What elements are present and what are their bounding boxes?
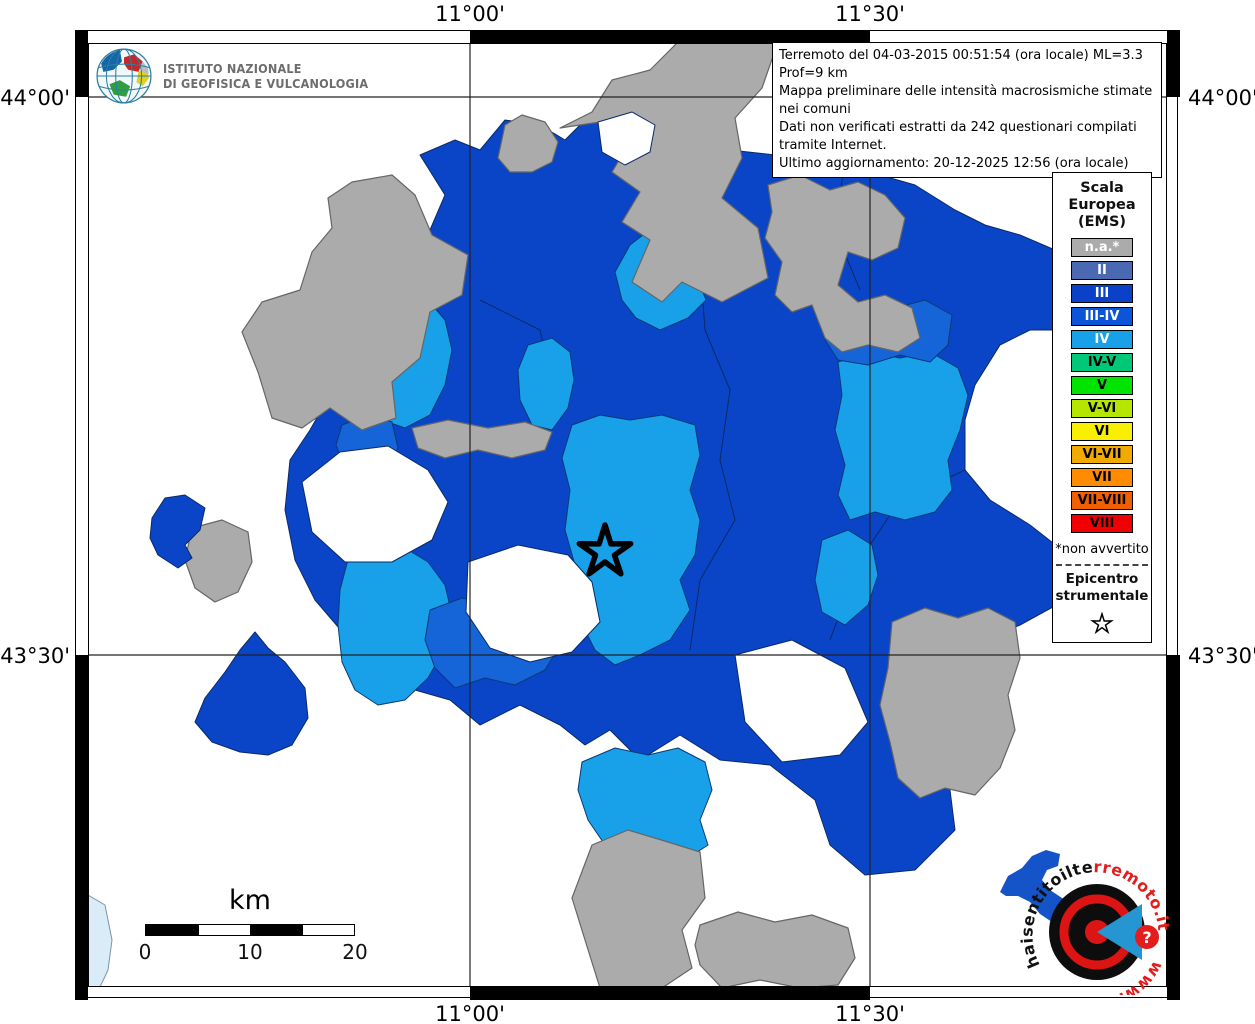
legend-item-ii: II: [1071, 261, 1133, 280]
legend-title-line1: Scala: [1080, 180, 1124, 196]
frame-tick-left-bottom: [75, 655, 88, 1000]
legend-item-iii-iv: III-IV: [1071, 307, 1133, 326]
lat-label-right-bottom: 43°30': [1188, 644, 1255, 668]
legend-item-iv-v: IV-V: [1071, 353, 1133, 372]
event-info-line3: Dati non verificati estratti da 242 ques…: [779, 120, 1137, 153]
scale-tick-labels: 0 10 20: [125, 940, 375, 966]
ingv-globe-icon: [96, 48, 152, 104]
event-info-line2: Mappa preliminare delle intensità macros…: [779, 84, 1153, 117]
legend-item-vi: VI: [1071, 422, 1133, 441]
legend-item-viii: VIII: [1071, 514, 1133, 533]
legend-item-iv: IV: [1071, 330, 1133, 349]
lat-label-right-top: 44°00': [1188, 86, 1255, 110]
legend-item-v-vi: V-VI: [1071, 399, 1133, 418]
legend-item-vii-viii: VII-VIII: [1071, 491, 1133, 510]
scale-segment: [250, 925, 302, 935]
legend-item-na: n.a.*: [1071, 238, 1133, 257]
legend-title-line2: Europea: [1068, 197, 1136, 213]
lon-label-bottom-left: 11°00': [435, 1002, 505, 1024]
scale-tick-20: 20: [342, 940, 368, 964]
frame-tick-right-bottom: [1167, 655, 1180, 1000]
scale-segment: [146, 925, 198, 935]
epicenter-legend-label: Epicentro strumentale: [1056, 571, 1149, 605]
scale-bar-segments: [145, 924, 355, 936]
map-frame-inner: [88, 43, 1167, 987]
frame-tick-right-top: [1167, 30, 1180, 97]
legend-footnote: *non avvertito: [1055, 542, 1149, 557]
lat-label-left-top: 44°00': [0, 86, 70, 110]
frame-tick-bottom: [470, 987, 870, 1000]
legend-item-vi-vii: VI-VII: [1071, 445, 1133, 464]
legend-item-iii: III: [1071, 284, 1133, 303]
lon-label-top-right: 11°30': [835, 2, 905, 26]
legend-divider: [1056, 564, 1148, 566]
haisentitoilterremoto-watermark: haisentitoilterremoto.it www. ?: [1000, 850, 1172, 995]
watermark-target-icon: [1049, 884, 1145, 980]
ingv-logo-text: ISTITUTO NAZIONALE DI GEOFISICA E VULCAN…: [163, 61, 368, 91]
scale-segment: [301, 925, 354, 935]
scale-segment: [197, 925, 250, 935]
lat-label-left-bottom: 43°30': [0, 644, 70, 668]
scale-unit-label: km: [229, 885, 271, 916]
legend-title-line3: (EMS): [1077, 214, 1127, 230]
event-info-line1: Terremoto del 04-03-2015 00:51:54 (ora l…: [779, 48, 1143, 81]
scale-tick-10: 10: [237, 940, 263, 964]
frame-tick-left-top: [75, 30, 88, 97]
watermark-question-badge: ?: [1135, 925, 1159, 949]
ingv-logo: ISTITUTO NAZIONALE DI GEOFISICA E VULCAN…: [95, 47, 368, 105]
epicenter-star-icon: [1090, 611, 1114, 635]
ems-legend: Scala Europea (EMS) n.a.* II III III-IV …: [1052, 172, 1152, 643]
ingv-logo-line2: DI GEOFISICA E VULCANOLOGIA: [163, 76, 369, 91]
scale-bar: km 0 10 20: [125, 885, 375, 966]
epicenter-label-line2: strumentale: [1055, 588, 1149, 604]
epicenter-label-line1: Epicentro: [1065, 571, 1139, 587]
lon-label-bottom-right: 11°30': [835, 1002, 905, 1024]
frame-tick-top: [470, 30, 870, 43]
ingv-logo-line1: ISTITUTO NAZIONALE: [163, 61, 302, 76]
scale-tick-0: 0: [138, 940, 152, 964]
legend-item-vii: VII: [1071, 468, 1133, 487]
event-info-line4: Ultimo aggiornamento: 20-12-2025 12:56 (…: [779, 156, 1129, 171]
event-info-box: Terremoto del 04-03-2015 00:51:54 (ora l…: [772, 42, 1162, 178]
lon-label-top-left: 11°00': [435, 2, 505, 26]
legend-item-v: V: [1071, 376, 1133, 395]
legend-title: Scala Europea (EMS): [1068, 180, 1135, 231]
watermark-question-mark: ?: [1142, 928, 1151, 947]
